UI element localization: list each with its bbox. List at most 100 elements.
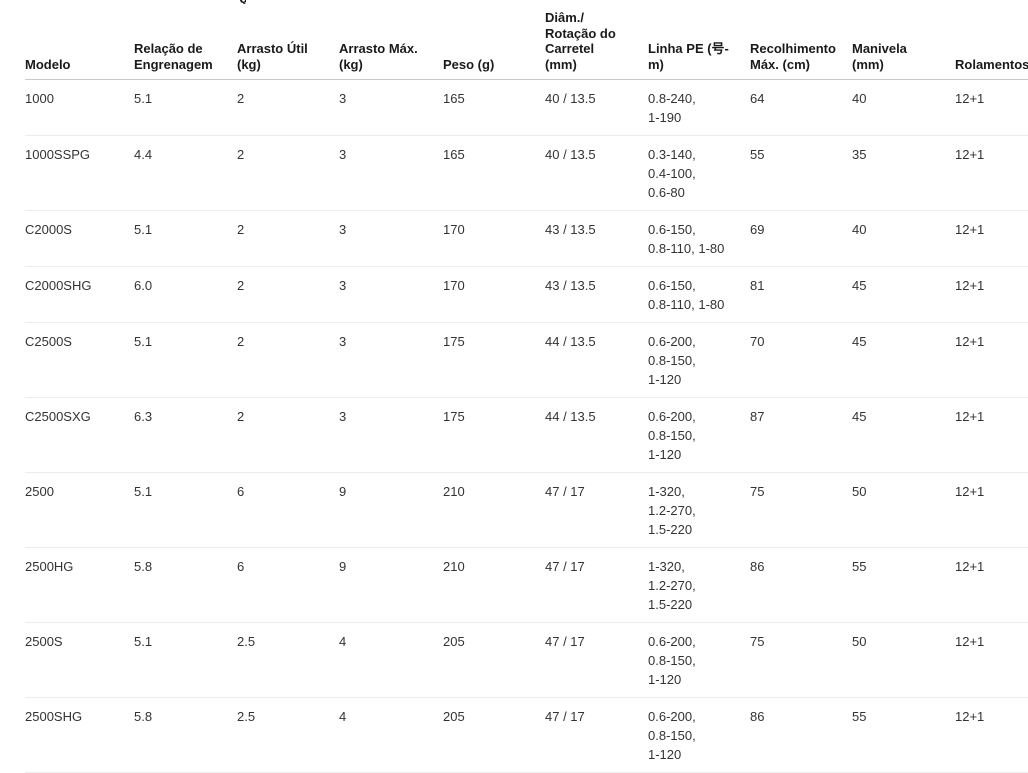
cell-arrasto_util: 6 bbox=[237, 547, 339, 623]
cell-modelo: C2000SHG bbox=[25, 266, 134, 323]
cell-diam: 47 / 17 bbox=[545, 697, 648, 773]
cell-rolamentos: 12+1 bbox=[955, 472, 1028, 548]
cell-linha_pe: 0.6-200, 0.8-150, 1-120 bbox=[648, 622, 750, 698]
cell-relacao: 5.1 bbox=[134, 622, 237, 698]
cell-diam: 43 / 13.5 bbox=[545, 266, 648, 323]
cutoff-text-fragment: ç bbox=[239, 0, 246, 4]
cell-peso: 165 bbox=[443, 79, 545, 136]
cell-manivela: 55 bbox=[852, 547, 955, 623]
table-row: 1000SSPG 4.4 2 3 165 40 / 13.5 0.3-140, 0.4-10… bbox=[25, 135, 1028, 211]
cell-diam: 40 / 13.5 bbox=[545, 79, 648, 136]
cell-arrasto_util: 6 bbox=[237, 472, 339, 548]
cell-diam: 47 / 17 bbox=[545, 622, 648, 698]
cell-recolhimento: 81 bbox=[750, 266, 852, 323]
cell-peso: 165 bbox=[443, 135, 545, 211]
cell-peso: 210 bbox=[443, 547, 545, 623]
cell-rolamentos: 12+1 bbox=[955, 210, 1028, 267]
cell-relacao: 4.4 bbox=[134, 135, 237, 211]
cell-peso: 175 bbox=[443, 397, 545, 473]
spec-table: Modelo Relação de Engrenagem Arrasto Útil … bbox=[25, 0, 1028, 773]
table-row: 2500HG 5.8 6 9 210 47 / 17 1-320, 1.2-270, 1.5… bbox=[25, 547, 1028, 623]
cell-diam: 47 / 17 bbox=[545, 472, 648, 548]
cell-recolhimento: 86 bbox=[750, 547, 852, 623]
table-row: 2500 5.1 6 9 210 47 / 17 1-320, 1.2-270, 1.5-2… bbox=[25, 472, 1028, 548]
cell-diam: 47 / 17 bbox=[545, 547, 648, 623]
cell-diam: 44 / 13.5 bbox=[545, 322, 648, 398]
cell-arrasto_util: 2 bbox=[237, 79, 339, 136]
cell-linha_pe: 1-320, 1.2-270, 1.5-220 bbox=[648, 472, 750, 548]
cell-peso: 210 bbox=[443, 472, 545, 548]
cell-recolhimento: 86 bbox=[750, 697, 852, 773]
cell-modelo: C2500S bbox=[25, 322, 134, 398]
cell-arrasto_max: 3 bbox=[339, 135, 443, 211]
cell-manivela: 40 bbox=[852, 79, 955, 136]
cell-recolhimento: 87 bbox=[750, 397, 852, 473]
cell-rolamentos: 12+1 bbox=[955, 547, 1028, 623]
cell-peso: 170 bbox=[443, 266, 545, 323]
cell-rolamentos: 12+1 bbox=[955, 266, 1028, 323]
column-header-arrasto_util: Arrasto Útil (kg) bbox=[237, 0, 339, 80]
cell-modelo: 1000 bbox=[25, 79, 134, 136]
column-header-arrasto_max: Arrasto Máx. (kg) bbox=[339, 0, 443, 80]
cell-recolhimento: 55 bbox=[750, 135, 852, 211]
cell-manivela: 45 bbox=[852, 266, 955, 323]
header-row: Modelo Relação de Engrenagem Arrasto Útil … bbox=[25, 0, 1028, 80]
cell-arrasto_max: 3 bbox=[339, 79, 443, 136]
cell-manivela: 45 bbox=[852, 397, 955, 473]
cell-peso: 205 bbox=[443, 697, 545, 773]
column-header-recolhimento: Recolhimento Máx. (cm) bbox=[750, 0, 852, 80]
column-header-modelo: Modelo bbox=[25, 0, 134, 80]
table-row: 2500SHG 5.8 2.5 4 205 47 / 17 0.6-200, 0.8-150… bbox=[25, 697, 1028, 773]
cell-modelo: 2500S bbox=[25, 622, 134, 698]
cell-rolamentos: 12+1 bbox=[955, 622, 1028, 698]
cell-arrasto_util: 2.5 bbox=[237, 697, 339, 773]
column-header-diam: Diâm./ Rotação do Carretel (mm) bbox=[545, 0, 648, 80]
cell-linha_pe: 1-320, 1.2-270, 1.5-220 bbox=[648, 547, 750, 623]
cell-manivela: 40 bbox=[852, 210, 955, 267]
cell-manivela: 50 bbox=[852, 472, 955, 548]
cell-relacao: 5.8 bbox=[134, 547, 237, 623]
cell-relacao: 6.3 bbox=[134, 397, 237, 473]
cell-arrasto_max: 3 bbox=[339, 210, 443, 267]
table-row: C2500S 5.1 2 3 175 44 / 13.5 0.6-200, 0.8-150,… bbox=[25, 322, 1028, 398]
cell-arrasto_util: 2 bbox=[237, 266, 339, 323]
cell-arrasto_max: 3 bbox=[339, 322, 443, 398]
cell-manivela: 55 bbox=[852, 697, 955, 773]
cell-peso: 170 bbox=[443, 210, 545, 267]
cell-diam: 44 / 13.5 bbox=[545, 397, 648, 473]
cell-arrasto_util: 2.5 bbox=[237, 622, 339, 698]
column-header-manivela: Manivela (mm) bbox=[852, 0, 955, 80]
column-header-rolamentos: Rolamentos bbox=[955, 0, 1028, 80]
cell-modelo: 2500SHG bbox=[25, 697, 134, 773]
cell-arrasto_max: 4 bbox=[339, 622, 443, 698]
cell-peso: 175 bbox=[443, 322, 545, 398]
cell-recolhimento: 75 bbox=[750, 472, 852, 548]
column-header-relacao: Relação de Engrenagem bbox=[134, 0, 237, 80]
cell-recolhimento: 75 bbox=[750, 622, 852, 698]
cell-arrasto_util: 2 bbox=[237, 322, 339, 398]
cell-manivela: 35 bbox=[852, 135, 955, 211]
cell-arrasto_util: 2 bbox=[237, 397, 339, 473]
cell-diam: 40 / 13.5 bbox=[545, 135, 648, 211]
table-row: C2000SHG 6.0 2 3 170 43 / 13.5 0.6-150, 0.8-11… bbox=[25, 266, 1028, 323]
table-row: 1000 5.1 2 3 165 40 / 13.5 0.8-240, 1-190 64 40 1… bbox=[25, 79, 1028, 136]
column-header-linha_pe: Linha PE (号- m) bbox=[648, 0, 750, 80]
cell-relacao: 5.1 bbox=[134, 79, 237, 136]
cell-arrasto_max: 9 bbox=[339, 547, 443, 623]
cell-linha_pe: 0.8-240, 1-190 bbox=[648, 79, 750, 136]
cell-relacao: 5.1 bbox=[134, 472, 237, 548]
cell-arrasto_util: 2 bbox=[237, 135, 339, 211]
cell-relacao: 5.8 bbox=[134, 697, 237, 773]
cell-arrasto_max: 4 bbox=[339, 697, 443, 773]
cell-rolamentos: 12+1 bbox=[955, 135, 1028, 211]
cell-linha_pe: 0.3-140, 0.4-100, 0.6-80 bbox=[648, 135, 750, 211]
cell-rolamentos: 12+1 bbox=[955, 697, 1028, 773]
cell-rolamentos: 12+1 bbox=[955, 79, 1028, 136]
table-row: 2500S 5.1 2.5 4 205 47 / 17 0.6-200, 0.8-150, … bbox=[25, 622, 1028, 698]
cell-linha_pe: 0.6-200, 0.8-150, 1-120 bbox=[648, 397, 750, 473]
table-row: C2500SXG 6.3 2 3 175 44 / 13.5 0.6-200, 0.8-15… bbox=[25, 397, 1028, 473]
cell-rolamentos: 12+1 bbox=[955, 322, 1028, 398]
cell-linha_pe: 0.6-200, 0.8-150, 1-120 bbox=[648, 697, 750, 773]
cell-relacao: 6.0 bbox=[134, 266, 237, 323]
